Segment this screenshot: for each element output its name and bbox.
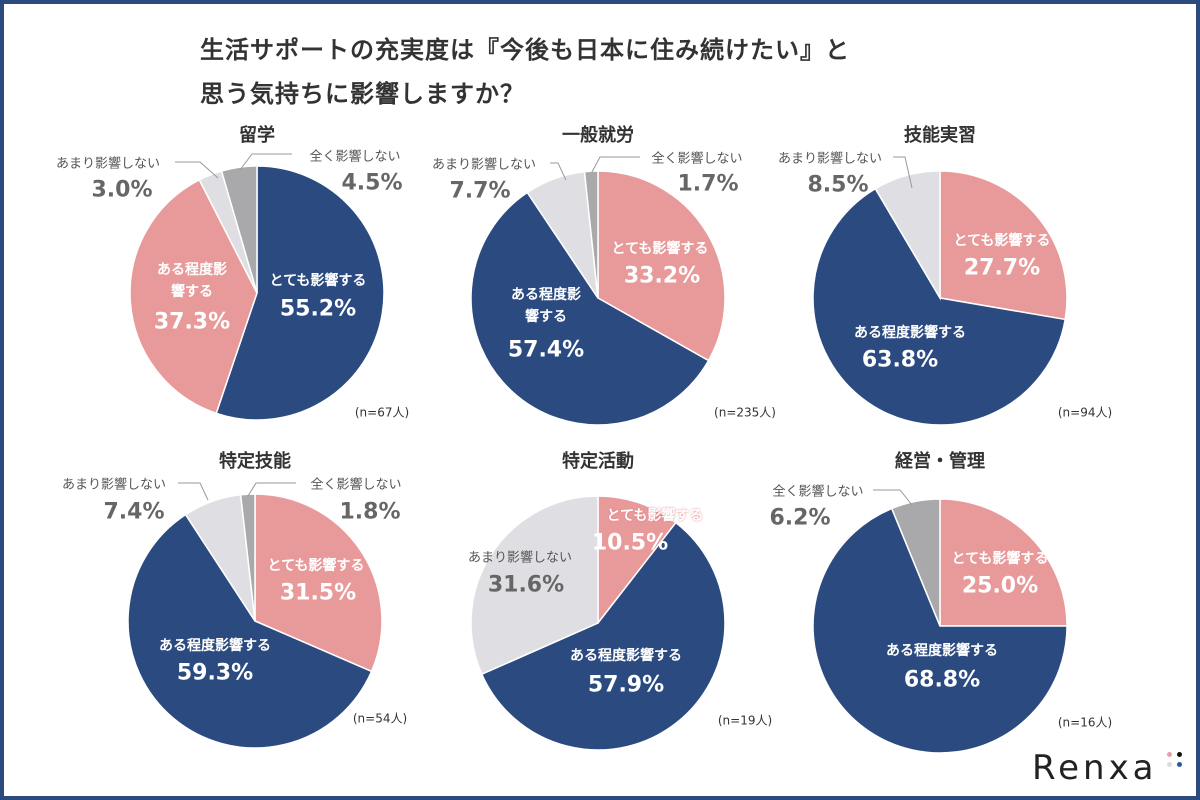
chart-title-line-2: 思う気持ちに影響しますか？ (200, 80, 525, 108)
leader-line (591, 156, 640, 173)
slice-value: 59.3% (176, 660, 254, 686)
pie-slice (470, 191, 710, 426)
pie-slice (239, 493, 256, 622)
pie-slice (890, 498, 941, 627)
pie-title: 一般就労 (562, 125, 634, 146)
pie-slice (812, 507, 1068, 754)
pie-slice (215, 165, 385, 421)
pie-title: 技能実習 (904, 125, 976, 146)
slice-value: 63.8% (861, 347, 939, 373)
leader-line (893, 156, 913, 189)
slice-label: あまり影響しない (467, 550, 573, 566)
chart-title-line-1: 生活サポートの充実度は『今後も日本に住み続けたい』と (200, 36, 850, 64)
pie-title: 留学 (239, 125, 275, 146)
slice-label: ある程度影響する (570, 648, 682, 664)
slice-label: あまり影響しない (55, 156, 161, 172)
pie-slice (127, 513, 373, 749)
pie-2 (812, 170, 1068, 426)
logo-dot (1177, 762, 1182, 767)
slice-value: 37.3% (153, 309, 231, 335)
pie-title: 経営・管理 (895, 451, 985, 472)
slice-value: 33.2% (623, 263, 701, 289)
leader-line (178, 482, 209, 501)
slice-label: とても影響する (267, 558, 365, 574)
sample-size: (n=235人) (714, 405, 776, 420)
slice-label: あまり影響しない (777, 151, 883, 167)
slice-value: 25.0% (961, 573, 1039, 599)
sample-size: (n=16人) (1057, 715, 1113, 730)
leader-line (247, 482, 296, 497)
slice-value: 10.5% (591, 530, 669, 556)
pie-1 (470, 170, 726, 426)
slice-value: 1.7% (677, 171, 739, 197)
slice-label: あまり影響しない (61, 477, 167, 493)
slice-value: 8.5% (807, 172, 869, 198)
slice-label: とても影響する (269, 273, 367, 289)
slice-value: 3.0% (91, 177, 153, 203)
pie-0 (129, 165, 385, 421)
pie-4 (470, 495, 726, 751)
slice-label: とても影響する (611, 241, 709, 257)
leader-line (175, 161, 219, 179)
pie-slice (583, 170, 599, 299)
pie-5 (812, 498, 1068, 754)
slice-label: ある程度影響する (511, 287, 581, 325)
pie-title: 特定技能 (219, 451, 291, 472)
slice-label: ある程度影響する (157, 262, 227, 300)
leader-line (550, 162, 567, 181)
slice-label: あまり影響しない (431, 157, 537, 173)
logo-dot (1167, 762, 1172, 767)
renxa-logo: Renxa (1032, 748, 1158, 788)
pie-slice (939, 498, 1068, 627)
sample-size: (n=54人) (352, 711, 408, 726)
logo-dot (1177, 752, 1182, 757)
slice-label: 全く影響しない (309, 149, 401, 165)
slice-value: 7.4% (103, 499, 165, 525)
slice-value: 27.7% (963, 255, 1041, 281)
pie-slice (480, 521, 726, 751)
pie-slice (597, 170, 726, 362)
pie-slice (597, 495, 677, 626)
pie-slice (254, 493, 383, 673)
slice-label: ある程度影響する (886, 643, 998, 659)
slice-value: 31.5% (279, 580, 357, 606)
leader-line (873, 489, 913, 506)
leader-line (239, 153, 292, 171)
pie-slice (470, 495, 599, 676)
slice-value: 55.2% (279, 296, 357, 322)
slice-label: ある程度影響する (854, 325, 966, 341)
slice-value: 6.2% (769, 505, 831, 531)
pie-slice (939, 170, 1068, 321)
pie-slice (874, 170, 941, 301)
sample-size: (n=19人) (717, 713, 773, 728)
slice-value: 7.7% (449, 178, 511, 204)
pie-3 (127, 493, 383, 749)
slice-value: 57.4% (507, 337, 585, 363)
slice-label: 全く影響しない (651, 151, 743, 167)
slice-label: 全く影響しない (772, 484, 864, 500)
pie-title: 特定活動 (562, 451, 634, 472)
slice-value: 31.6% (487, 572, 565, 598)
slice-label: とても影響する (953, 233, 1051, 249)
pie-slice (129, 178, 258, 415)
pie-slice (220, 165, 258, 294)
sample-size: (n=94人) (1057, 405, 1113, 420)
slice-value: 4.5% (341, 170, 403, 196)
slice-label: ある程度影響する (159, 638, 271, 654)
slice-label: とても影響する (606, 508, 704, 524)
slice-label: とても影響する (951, 551, 1049, 567)
sample-size: (n=67人) (354, 405, 410, 420)
logo-dot (1167, 752, 1172, 757)
slice-label: 全く影響しない (310, 477, 402, 493)
slice-value: 57.9% (587, 672, 665, 698)
slice-value: 68.8% (903, 667, 981, 693)
pie-slice (812, 187, 1067, 426)
slice-value: 1.8% (339, 499, 401, 525)
